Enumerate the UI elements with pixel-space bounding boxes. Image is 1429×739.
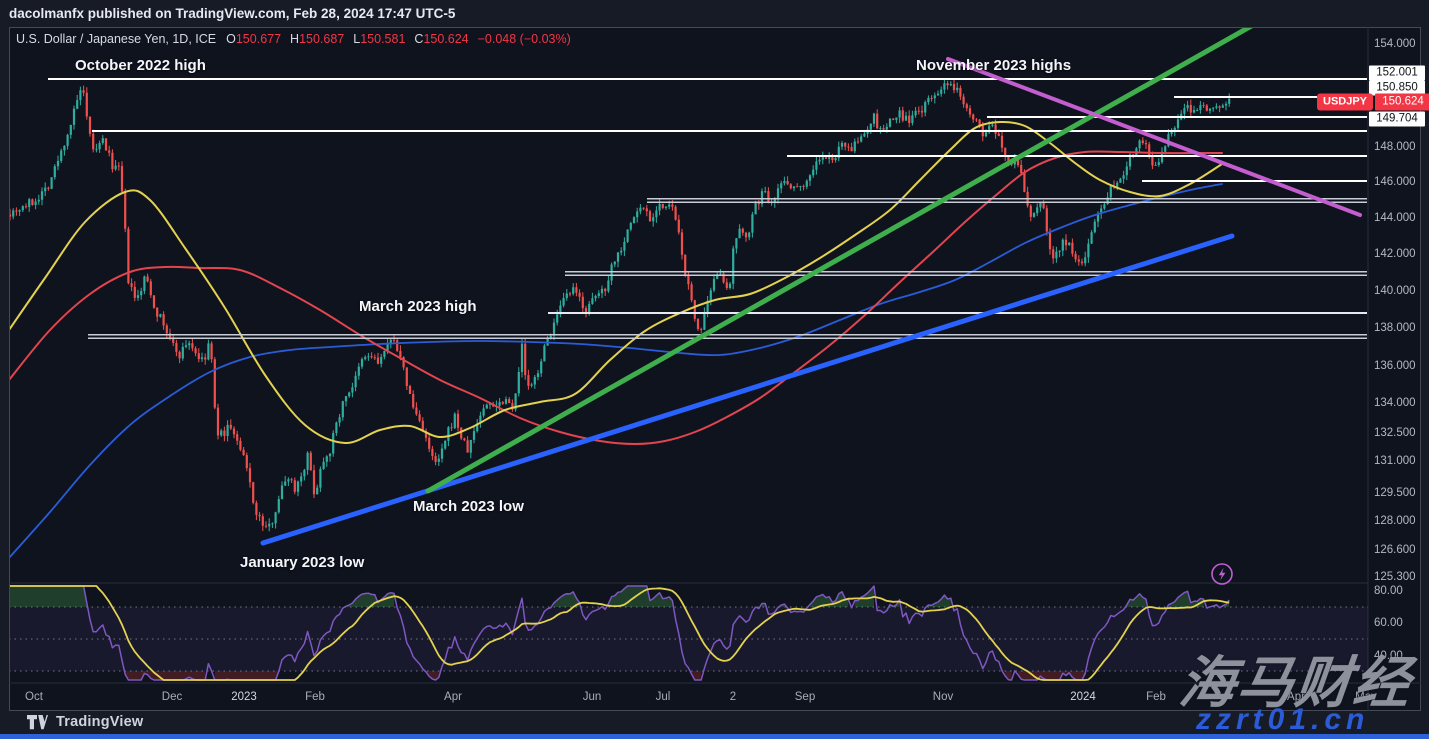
price-tick: 125.300 (1374, 571, 1416, 583)
time-tick: 2023 (231, 691, 257, 703)
chart-annotation: October 2022 high (75, 57, 206, 74)
price-tick: 148.000 (1374, 141, 1416, 153)
boost-lightning-button[interactable] (1210, 562, 1234, 586)
price-tick: 132.500 (1374, 427, 1416, 439)
time-tick: 2 (729, 691, 737, 703)
rsi-tick: 60.00 (1374, 617, 1403, 629)
chart-annotation: January 2023 low (240, 554, 365, 571)
symbol-legend: U.S. Dollar / Japanese Yen, 1D, ICE O150.… (16, 32, 571, 46)
symbol-tag: USDJPY (1317, 93, 1374, 111)
watermark-url: zzrt01.cn (1196, 703, 1370, 736)
time-tick: Apr (1287, 691, 1305, 703)
time-tick: Sep (794, 691, 816, 703)
price-tick: 138.000 (1374, 322, 1416, 334)
price-level-box: 152.001 (1369, 65, 1425, 81)
last-price-value: 150.624 (1375, 93, 1429, 111)
price-tick: 142.000 (1374, 248, 1416, 260)
price-tick: 154.000 (1374, 38, 1416, 50)
price-tick: 131.000 (1374, 455, 1416, 467)
price-tick: 136.000 (1374, 360, 1416, 372)
price-level-box: 149.704 (1369, 111, 1425, 127)
ohlc-values: O150.677 H150.687 L150.581 C150.624 (226, 32, 478, 46)
price-tick: 140.000 (1374, 285, 1416, 297)
chart-annotation: March 2023 low (413, 498, 524, 515)
chart-frame[interactable] (9, 27, 1421, 711)
price-tick: 146.000 (1374, 176, 1416, 188)
tradingview-logo-text: TradingView (56, 714, 144, 730)
time-tick: Dec (161, 691, 183, 703)
chart-annotation: March 2023 high (359, 298, 477, 315)
rsi-tick: 80.00 (1374, 585, 1403, 597)
time-tick: Jul (655, 691, 671, 703)
ohlc-item: L150.581 (353, 32, 406, 46)
symbol-title: U.S. Dollar / Japanese Yen, 1D, ICE (16, 32, 217, 46)
publisher-text: dacolmanfx published on TradingView.com,… (9, 6, 456, 21)
price-tick: 129.500 (1374, 487, 1416, 499)
time-tick: Feb (305, 691, 325, 703)
time-tick: Nov (932, 691, 954, 703)
ohlc-item: O150.677 (226, 32, 282, 46)
chart-annotation: November 2023 highs (916, 57, 1072, 74)
lightning-icon (1211, 563, 1233, 585)
price-tick: 128.000 (1374, 515, 1416, 527)
last-price-badge: USDJPY 150.624 (1317, 93, 1429, 111)
time-tick: 2024 (1070, 691, 1096, 703)
change-value: −0.048 (−0.03%) (477, 32, 571, 46)
time-tick: Jun (582, 691, 602, 703)
publisher-bar: dacolmanfx published on TradingView.com,… (0, 0, 1429, 27)
time-tick: Feb (1146, 691, 1166, 703)
time-tick: May (1355, 691, 1377, 703)
bottom-blue-strip (0, 734, 1429, 739)
ohlc-item: H150.687 (290, 32, 345, 46)
rsi-tick: 40.00 (1374, 650, 1403, 662)
tradingview-glyph-icon (27, 714, 48, 729)
time-tick: Oct (25, 691, 43, 703)
time-tick: Apr (444, 691, 462, 703)
price-tick: 134.000 (1374, 397, 1416, 409)
price-tick: 144.000 (1374, 212, 1416, 224)
ohlc-item: C150.624 (414, 32, 469, 46)
tradingview-logo[interactable]: TradingView (27, 714, 143, 730)
price-level-box: 150.850 (1369, 80, 1425, 96)
price-tick: 126.600 (1374, 544, 1416, 556)
